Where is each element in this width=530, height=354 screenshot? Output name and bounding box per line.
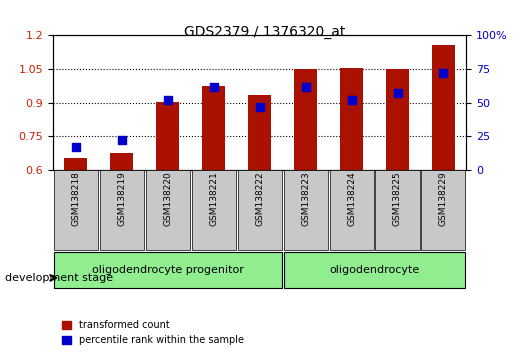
Bar	[65, 158, 87, 170]
Bar	[386, 69, 409, 170]
FancyBboxPatch shape	[54, 170, 98, 250]
Point	[255, 104, 264, 109]
FancyBboxPatch shape	[375, 170, 420, 250]
Bar	[294, 69, 317, 170]
Bar	[340, 68, 363, 170]
Point	[209, 84, 218, 89]
Point	[118, 137, 126, 143]
FancyBboxPatch shape	[100, 170, 144, 250]
FancyBboxPatch shape	[54, 252, 282, 288]
Bar	[110, 153, 134, 170]
FancyBboxPatch shape	[421, 170, 465, 250]
Text: GSM138222: GSM138222	[255, 171, 264, 226]
FancyBboxPatch shape	[237, 170, 282, 250]
Text: development stage: development stage	[5, 273, 113, 283]
Point	[347, 97, 356, 103]
Text: GSM138221: GSM138221	[209, 171, 218, 226]
Text: oligodendrocyte: oligodendrocyte	[330, 265, 420, 275]
Text: GSM138219: GSM138219	[118, 171, 126, 227]
Text: GSM138223: GSM138223	[301, 171, 310, 226]
FancyBboxPatch shape	[284, 252, 465, 288]
Text: GSM138224: GSM138224	[347, 171, 356, 226]
Text: oligodendrocyte progenitor: oligodendrocyte progenitor	[92, 265, 244, 275]
Bar	[156, 102, 179, 170]
FancyBboxPatch shape	[330, 170, 374, 250]
Text: GSM138220: GSM138220	[163, 171, 172, 226]
Text: GSM138229: GSM138229	[439, 171, 448, 226]
Point	[439, 70, 448, 76]
Bar	[248, 95, 271, 170]
Text: GSM138218: GSM138218	[72, 171, 81, 227]
Text: GSM138225: GSM138225	[393, 171, 402, 226]
Bar	[202, 86, 225, 170]
Point	[393, 90, 402, 96]
Point	[72, 144, 80, 150]
Legend: transformed count, percentile rank within the sample: transformed count, percentile rank withi…	[58, 316, 248, 349]
Text: GDS2379 / 1376320_at: GDS2379 / 1376320_at	[184, 25, 346, 39]
FancyBboxPatch shape	[284, 170, 328, 250]
Bar	[432, 45, 455, 170]
FancyBboxPatch shape	[146, 170, 190, 250]
Point	[302, 84, 310, 89]
Point	[164, 97, 172, 103]
FancyBboxPatch shape	[192, 170, 236, 250]
